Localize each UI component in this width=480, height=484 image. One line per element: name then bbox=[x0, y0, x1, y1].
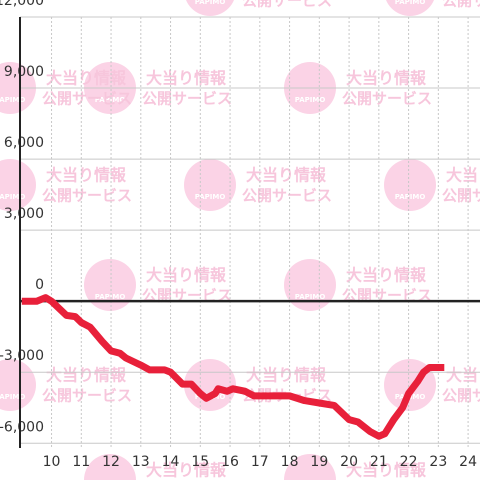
watermark-circle bbox=[0, 62, 36, 114]
watermark-line1: 大当り情報 bbox=[46, 166, 127, 185]
watermark-circle bbox=[284, 259, 336, 311]
watermark-line1: 大当り情報 bbox=[146, 461, 227, 480]
watermark-line2: 公開サービス bbox=[42, 90, 132, 108]
watermark-circle bbox=[284, 454, 336, 484]
watermark-line2: 公開サービス bbox=[442, 0, 480, 10]
x-tick-label: 16 bbox=[221, 454, 239, 470]
x-tick-label: 17 bbox=[251, 454, 269, 470]
watermark-logo: PAPIMO bbox=[395, 0, 426, 6]
watermark-logo: PAPIMO bbox=[395, 193, 426, 201]
watermark-line1: 大当り情報 bbox=[46, 69, 127, 88]
watermark-line2: 公開サービス bbox=[142, 90, 232, 108]
x-tick-label: 10 bbox=[43, 454, 61, 470]
watermark-line1: 大当り情報 bbox=[146, 266, 227, 285]
watermark-circle bbox=[0, 159, 36, 211]
watermark-line1: 大当り情報 bbox=[446, 366, 480, 385]
watermark-line1: 大当り情報 bbox=[246, 166, 327, 185]
y-tick-label: 0 bbox=[35, 277, 44, 293]
watermark-line2: 公開サービス bbox=[242, 0, 332, 10]
watermark-line2: 公開サービス bbox=[242, 187, 332, 205]
y-tick-label: 6,000 bbox=[4, 135, 44, 151]
watermark-circle bbox=[84, 454, 136, 484]
watermark-line1: 大当り情報 bbox=[346, 461, 427, 480]
y-tick-label: 3,000 bbox=[4, 206, 44, 222]
y-tick-label: 12,000 bbox=[0, 0, 44, 9]
watermark-circle bbox=[384, 159, 436, 211]
x-tick-label: 18 bbox=[281, 454, 299, 470]
watermark-line2: 公開サービス bbox=[442, 387, 480, 405]
x-tick-label: 21 bbox=[370, 454, 388, 470]
watermark-circle bbox=[84, 259, 136, 311]
watermark-circle bbox=[386, 0, 434, 16]
y-tick-label: 9,000 bbox=[4, 64, 44, 80]
watermark-line2: 公開サービス bbox=[442, 187, 480, 205]
watermark-line1: 大当り情報 bbox=[46, 366, 127, 385]
watermark-line2: 公開サービス bbox=[342, 90, 432, 108]
watermark-logo: PAPIMO bbox=[195, 0, 226, 6]
watermark-line2: 公開サービス bbox=[42, 387, 132, 405]
watermark-logo: PAPIMO bbox=[0, 193, 25, 201]
series-line bbox=[21, 294, 445, 440]
watermark-line1: 大当り情報 bbox=[246, 366, 327, 385]
x-tick-label: 24 bbox=[459, 454, 477, 470]
x-tick-label: 23 bbox=[429, 454, 447, 470]
x-tick-label: 22 bbox=[400, 454, 418, 470]
x-tick-label: 20 bbox=[340, 454, 358, 470]
y-tick-label: -6,000 bbox=[0, 419, 44, 435]
watermark-circle bbox=[186, 0, 234, 16]
x-tick-label: 14 bbox=[162, 454, 180, 470]
watermark-line1: 大当り情報 bbox=[346, 266, 427, 285]
plot: 12,000 9,000 6,000 3,000 0 -3,000 -6,000 10 11 12… bbox=[0, 0, 480, 470]
watermark-logo: PAPIMO bbox=[295, 96, 326, 104]
x-tick-label: 19 bbox=[310, 454, 328, 470]
watermark-line2: 公開サービス bbox=[42, 187, 132, 205]
x-tick-label: 11 bbox=[72, 454, 90, 470]
watermark-logo: PAPIMO bbox=[95, 96, 126, 104]
x-tick-label: 15 bbox=[191, 454, 209, 470]
watermark-line1: 大当り情報 bbox=[346, 69, 427, 88]
watermark-logo: PAPIMO bbox=[195, 193, 226, 201]
watermark-logo: PAPIMO bbox=[95, 293, 126, 301]
watermark-line1: 大当り情報 bbox=[146, 69, 227, 88]
watermark-logo: PAPIMO bbox=[295, 293, 326, 301]
watermark-logo: PAPIMO bbox=[0, 393, 25, 401]
watermark-line1: 大当り情報 bbox=[446, 166, 480, 185]
x-tick-label: 13 bbox=[132, 454, 150, 470]
y-tick-label: -3,000 bbox=[0, 348, 44, 364]
x-tick-label: 12 bbox=[102, 454, 120, 470]
watermark-circle bbox=[184, 159, 236, 211]
watermark-logo: PAPIMO bbox=[0, 96, 25, 104]
